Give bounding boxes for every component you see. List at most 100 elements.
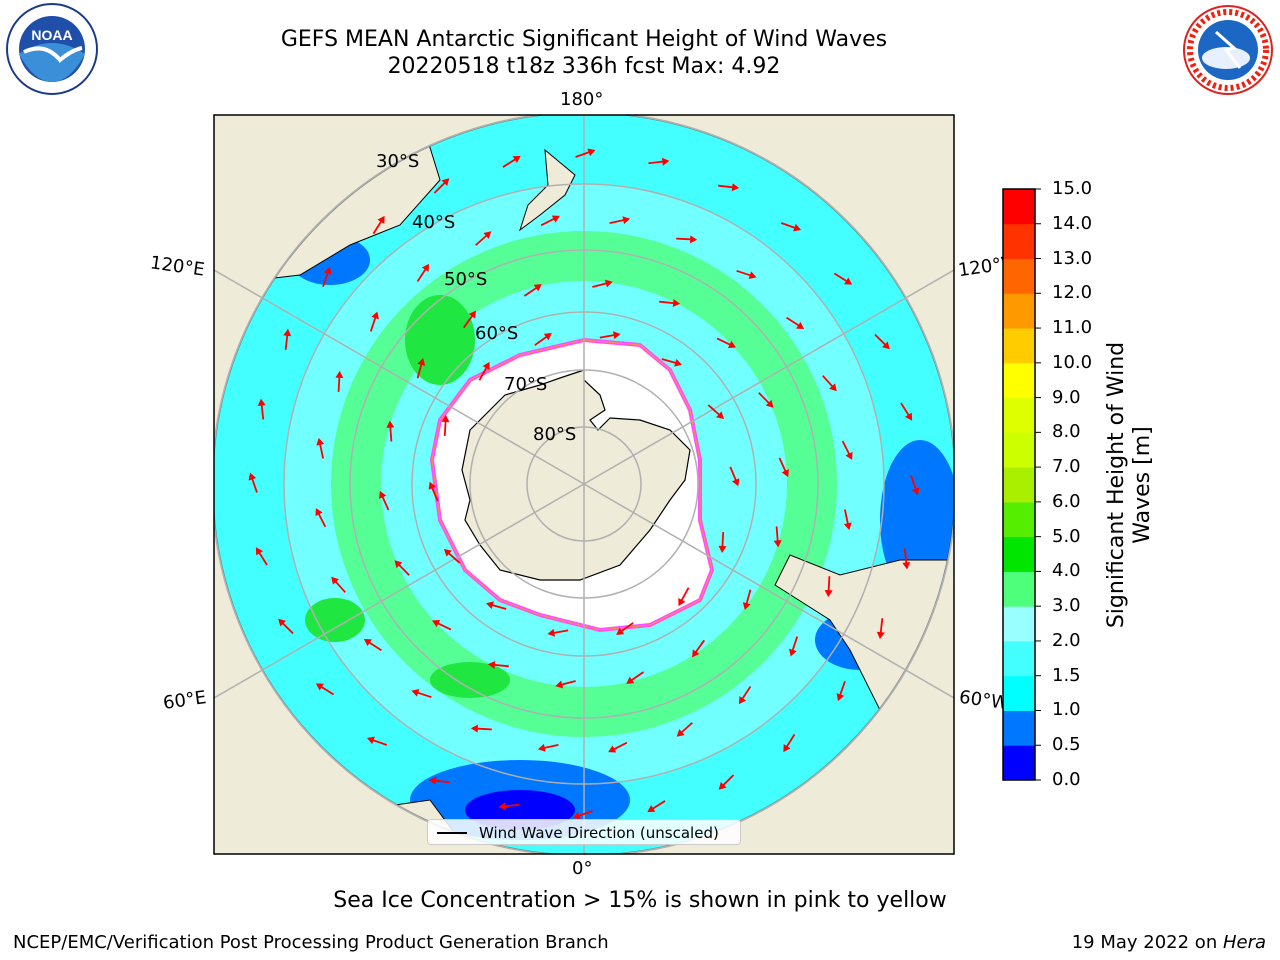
- wind-arrow-head: [572, 811, 581, 820]
- wind-arrow-head: [441, 178, 450, 186]
- wind-arrow-head: [366, 736, 375, 745]
- wind-arrow-head: [727, 340, 736, 349]
- wind-arrow-head: [331, 576, 339, 585]
- meridian-lines: [214, 115, 954, 854]
- colorbar-segment: [1003, 710, 1035, 746]
- wind-arrow-head: [765, 399, 774, 408]
- lat-label-80s: 80°S: [533, 424, 577, 445]
- colorbar-tick-label: 1.0: [1052, 699, 1081, 721]
- wind-arrow-head: [441, 414, 450, 423]
- colorbar-segment: [1003, 571, 1035, 607]
- wind-arrow-head: [626, 676, 635, 684]
- colorbar-tick-label: 1.5: [1052, 664, 1081, 686]
- wind-arrow-head: [428, 776, 437, 785]
- wind-arrow-head: [608, 745, 617, 753]
- colorbar-segment: [1003, 640, 1035, 677]
- colorbar-tick-label: 7.0: [1052, 456, 1081, 478]
- wind-arrow-head: [836, 693, 845, 702]
- wind-arrow-head: [843, 522, 852, 531]
- wind-arrow-head: [377, 215, 385, 224]
- wind-arrow-head: [323, 266, 332, 275]
- wind-arrow-head: [678, 598, 686, 607]
- lat-label-60s: 60°S: [475, 323, 519, 344]
- noaa-logo-text: NOAA: [31, 27, 72, 43]
- colorbar-tick-label: 9.0: [1052, 386, 1081, 408]
- wind-arrow-head: [547, 628, 556, 637]
- colorbar-segment: [1003, 258, 1035, 294]
- colorbar-tick-label: 10.0: [1052, 351, 1093, 373]
- wind-arrow-head: [731, 478, 740, 487]
- map-title: GEFS MEAN Antarctic Significant Height o…: [280, 27, 888, 52]
- colorbar-tick-label: 4.0: [1052, 560, 1081, 582]
- noaa-logo: NOAA: [0, 2, 104, 100]
- colorbar-segment: [1003, 467, 1035, 503]
- colorbar-segment: [1003, 328, 1035, 364]
- colorbar-segment: [1003, 501, 1035, 538]
- colorbar-segment: [1003, 745, 1035, 781]
- wind-arrow-head: [386, 420, 395, 428]
- wind-arrow-head: [335, 370, 344, 379]
- legend-line-marker: [437, 832, 467, 834]
- wind-arrow-head: [674, 358, 683, 367]
- wind-arrow-head: [537, 743, 546, 752]
- colorbar-segment: [1003, 223, 1035, 260]
- lat-label-30s: 30°S: [376, 151, 420, 172]
- wind-arrow-head: [443, 548, 452, 557]
- wind-arrow-head: [257, 398, 266, 407]
- wind-arrow-head: [616, 627, 625, 635]
- wind-arrow-head: [716, 411, 725, 420]
- wind-arrow-head: [796, 321, 805, 330]
- colorbar-segment: [1003, 606, 1035, 642]
- nws-logo: [1176, 2, 1280, 100]
- wind-arrow-head: [394, 560, 403, 569]
- wind-arrow-head: [882, 341, 890, 350]
- colorbar-tick-label: 15.0: [1052, 178, 1093, 199]
- wind-arrow-head: [428, 481, 437, 490]
- wind-arrow-head: [470, 724, 479, 733]
- colorbar-segment: [1003, 675, 1035, 711]
- new-zealand-land: [519, 148, 576, 232]
- wind-arrow-head: [789, 648, 797, 657]
- colorbar-segment: [1003, 432, 1035, 468]
- wind-arrow-head: [421, 263, 430, 272]
- wind-arrow-head: [783, 744, 791, 753]
- colorbar-tick-label: 5.0: [1052, 525, 1081, 547]
- colorbar-tick-label: 2.0: [1052, 629, 1081, 651]
- sea-ice-note: Sea Ice Concentration > 15% is shown in …: [333, 888, 947, 913]
- wind-arrow-head: [315, 508, 323, 517]
- footer-date-text: 19 May 2022 on: [1071, 932, 1223, 953]
- colorbar-tick-label: 14.0: [1052, 212, 1093, 234]
- lat-label-50s: 50°S: [444, 269, 488, 290]
- wind-arrow-head: [255, 547, 264, 556]
- wind-arrow-head: [485, 601, 494, 610]
- wind-arrow-head: [371, 311, 379, 320]
- wind-arrow-head: [781, 469, 789, 478]
- wind-arrow-head: [278, 618, 286, 627]
- wind-arrow-head: [845, 451, 853, 460]
- lat-label-40s: 40°S: [412, 212, 456, 233]
- wind-arrow-head: [533, 284, 542, 292]
- wind-wave-arrows: [248, 148, 920, 820]
- wind-arrow-head: [498, 802, 507, 811]
- wind-arrow-head: [248, 472, 257, 481]
- wind-arrow-head: [483, 231, 492, 239]
- wind-arrow-head: [904, 412, 913, 421]
- wind-arrow-head: [689, 235, 698, 244]
- wind-arrow-head: [748, 271, 757, 279]
- wind-arrow-head: [543, 333, 552, 341]
- wind-arrow-head: [731, 183, 740, 192]
- antarctica-land: [461, 369, 691, 581]
- wind-arrow-head: [551, 215, 560, 223]
- wind-arrow-head: [587, 148, 596, 157]
- sea-ice-edge-yellow: [431, 339, 713, 631]
- wind-arrow-head: [468, 310, 476, 319]
- footer-host: Hera: [1222, 932, 1266, 953]
- wind-arrow-head: [363, 638, 372, 647]
- wind-arrow-head: [829, 383, 837, 392]
- wind-arrow-head: [612, 331, 621, 340]
- colorbar-segment: [1003, 536, 1035, 572]
- wind-arrow-head: [647, 804, 656, 813]
- legend-label: Wind Wave Direction (unscaled): [479, 824, 719, 842]
- wind-arrow-head: [911, 487, 920, 496]
- wind-arrow-head: [432, 619, 441, 628]
